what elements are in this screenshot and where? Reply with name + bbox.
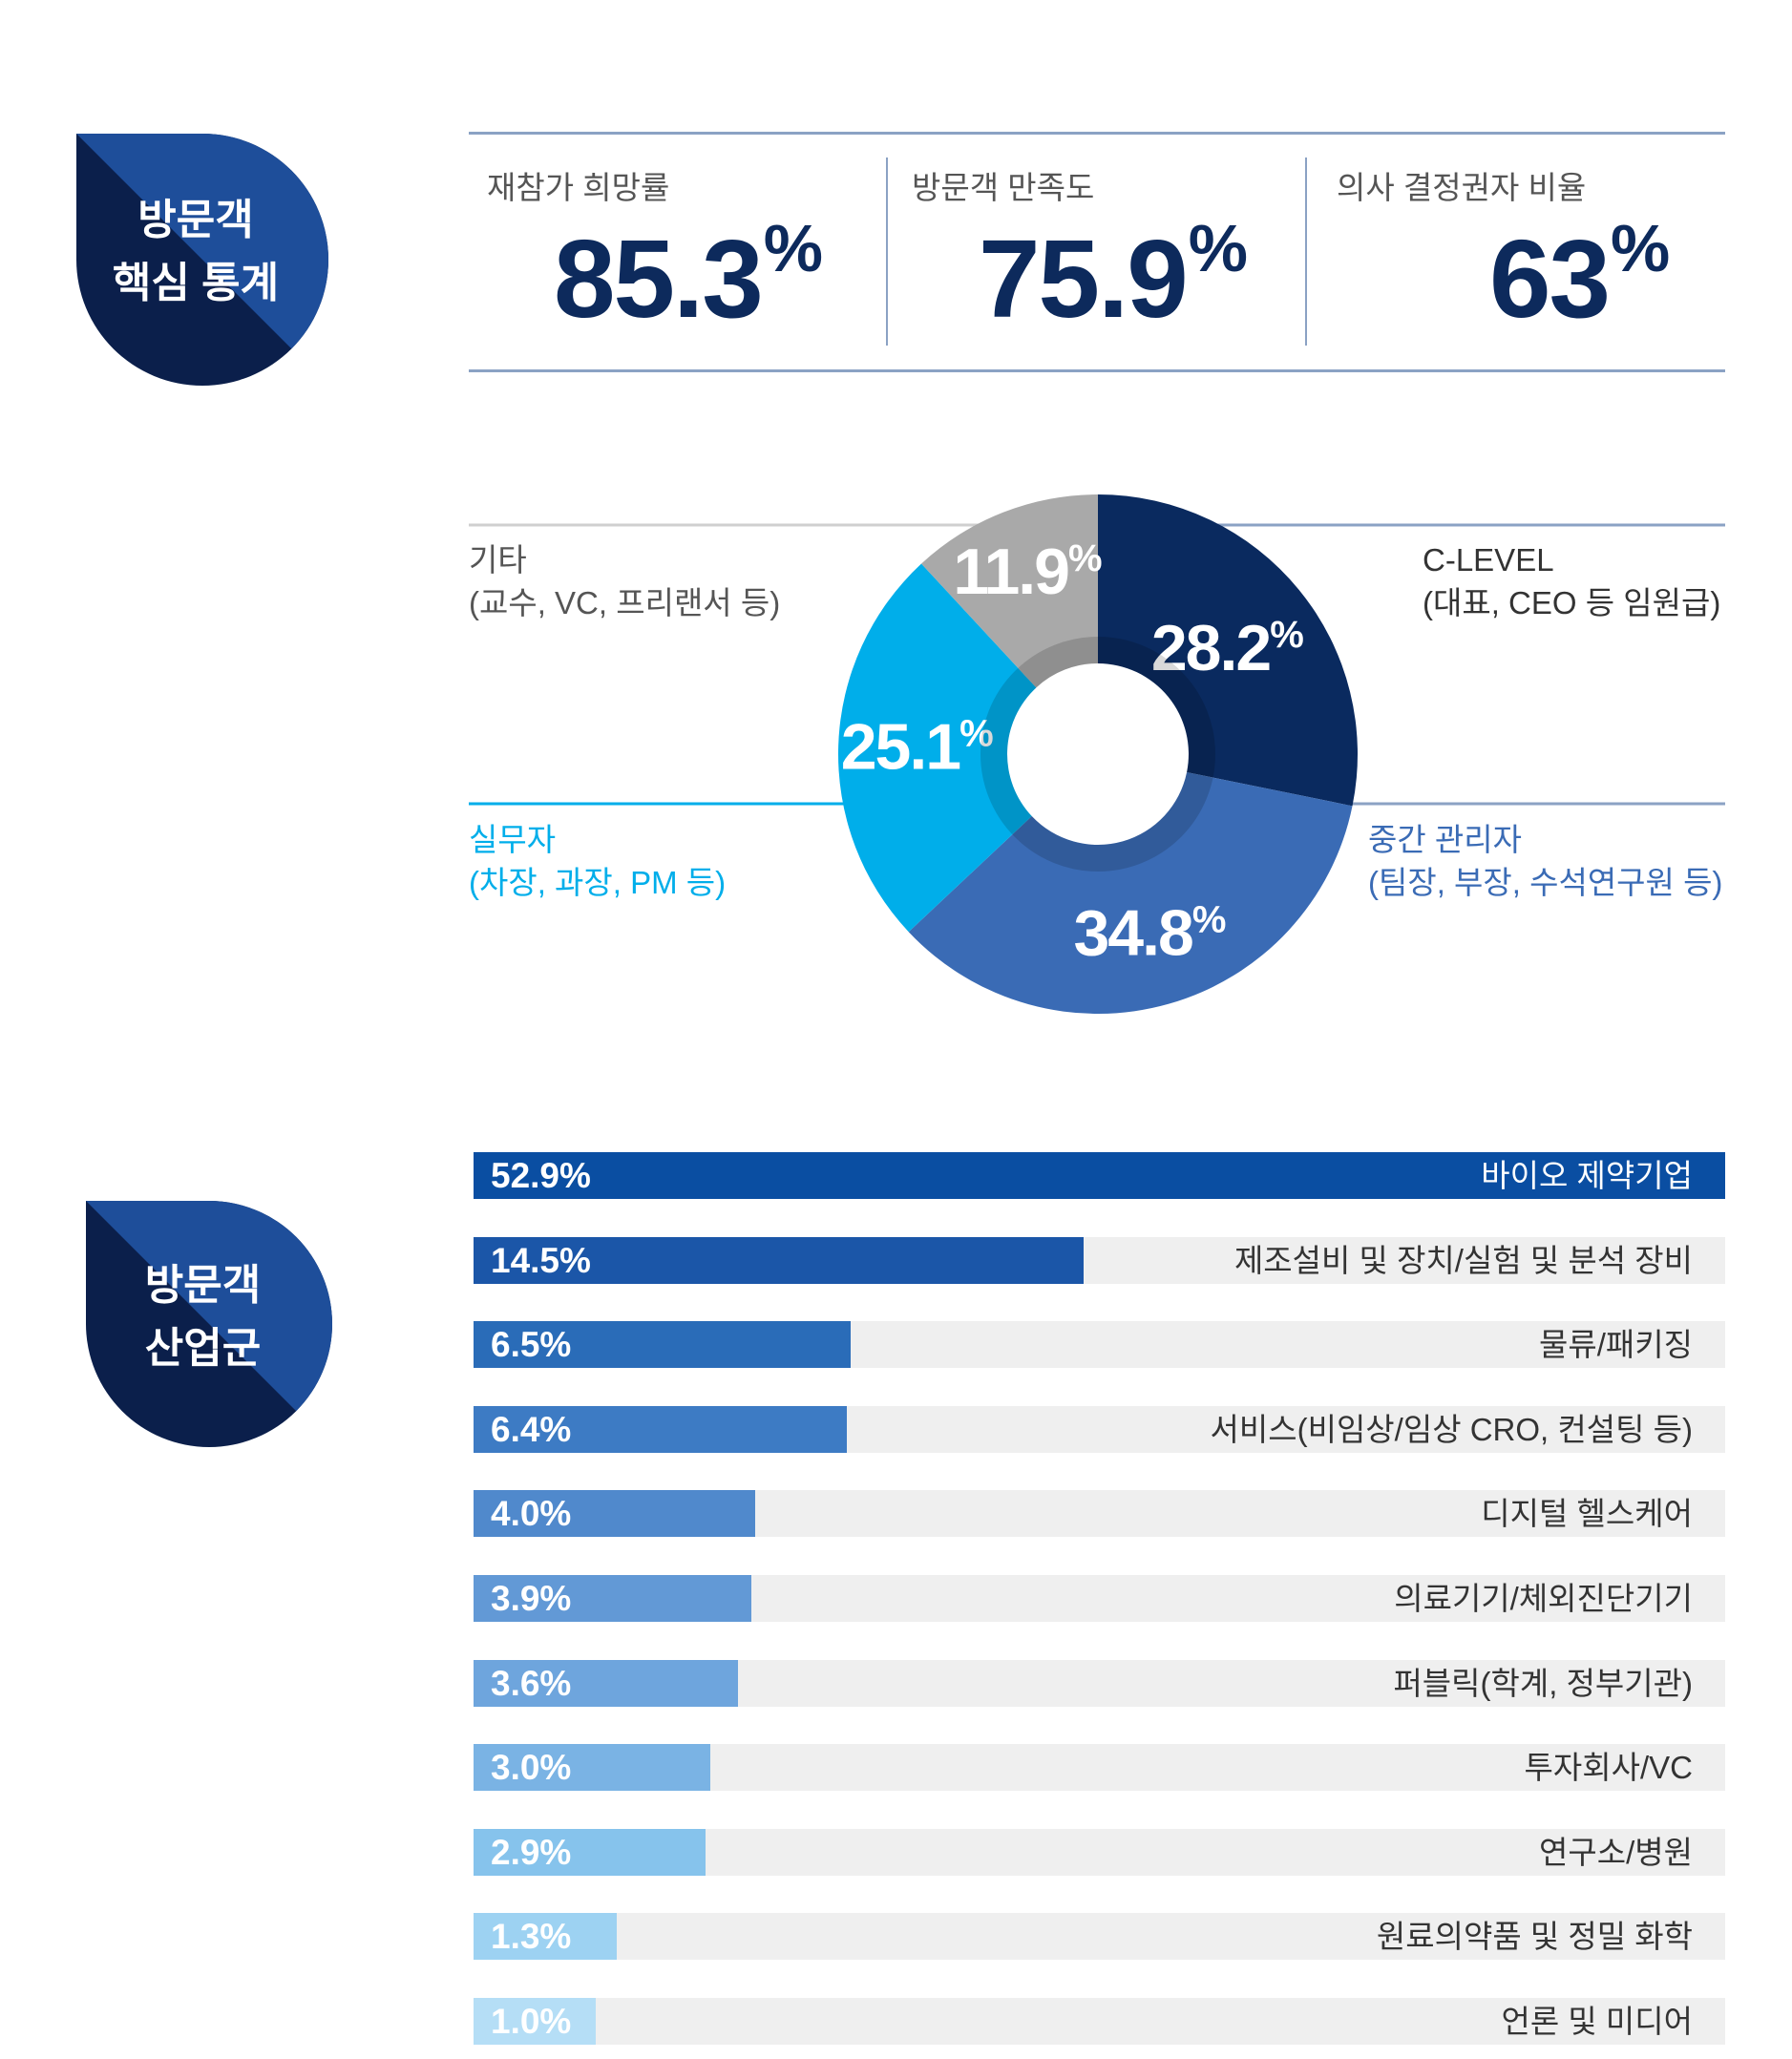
badge-drop-shape <box>76 134 328 386</box>
stat-value: 75.9% <box>979 210 1248 343</box>
bar-value-label: 6.4% <box>491 1409 572 1449</box>
bar-category-label: 투자회사/VC <box>1524 1750 1693 1786</box>
donut-chart: 28.2%34.8%25.1%11.9% <box>469 494 1725 1015</box>
donut-label-name: 기타 <box>469 542 527 578</box>
donut-inner-ring <box>980 637 1215 872</box>
donut-label-sub: (대표, CEO 등 임원급) <box>1423 584 1721 620</box>
stat-unit: % <box>1188 211 1248 285</box>
section-title-line2: 산업군 <box>144 1325 262 1372</box>
donut-slice <box>921 494 1098 688</box>
stats-divider <box>886 158 888 346</box>
bar <box>474 1321 851 1369</box>
donut-label-staff: 실무자 (차장, 과장, PM 등) <box>469 819 726 905</box>
donut-label-name: 중간 관리자 <box>1368 822 1522 857</box>
donut-slice <box>838 563 1037 933</box>
donut-slice <box>1098 494 1359 807</box>
section-title: 방문객 핵심 통계 <box>76 189 315 315</box>
donut-label-middle-manager: 중간 관리자 (팀장, 부장, 수석연구원 등) <box>1368 819 1722 905</box>
stat-unit: % <box>1611 211 1670 285</box>
stat-value: 63% <box>1489 210 1670 343</box>
stats-bottom-rule <box>469 369 1725 372</box>
donut-value-unit: % <box>1270 614 1303 656</box>
bar-row: 52.9% 바이오 제약기업 <box>474 1152 1725 1199</box>
bar <box>474 1659 739 1707</box>
section-title: 방문객 산업군 <box>86 1254 320 1380</box>
bar-value-label: 52.9% <box>491 1156 591 1195</box>
bar <box>474 1236 1085 1284</box>
bar-value-label: 3.0% <box>491 1748 572 1788</box>
bar-row: 3.6% 퍼블릭(학계, 정부기관) <box>474 1659 1725 1707</box>
donut-label-clevel: C-LEVEL (대표, CEO 등 임원급) <box>1423 539 1720 625</box>
stat-value: 85.3% <box>554 210 823 343</box>
section-title-line1: 방문객 <box>144 1262 262 1309</box>
bar-category-label: 언론 및 미디어 <box>1501 2004 1694 2039</box>
bar-row: 6.5% 물류/패키징 <box>474 1321 1725 1369</box>
bar-value-label: 1.3% <box>491 1917 572 1957</box>
bar-category-label: 제조설비 및 장치/실험 및 분석 장비 <box>1233 1242 1693 1278</box>
bar-value-label: 4.0% <box>491 1494 572 1534</box>
bar <box>474 1828 706 1876</box>
bar-value-label: 3.6% <box>491 1663 572 1703</box>
bar <box>474 1152 1725 1199</box>
bar <box>474 1913 618 1961</box>
stat-number: 75.9 <box>979 217 1189 341</box>
bar <box>474 1998 597 2045</box>
bar-row: 3.9% 의료기기/체외진단기기 <box>474 1575 1725 1622</box>
donut-value-unit: % <box>1192 898 1226 940</box>
donut-value-unit: % <box>1068 537 1102 579</box>
bar-row: 2.9% 연구소/병원 <box>474 1828 1725 1876</box>
stats-divider <box>1305 158 1307 346</box>
bar-row: 1.3% 원료의약품 및 정밀 화학 <box>474 1913 1725 1961</box>
bar <box>474 1405 848 1453</box>
donut-value-unit: % <box>959 712 993 754</box>
stat-label: 재참가 희망률 <box>487 170 670 205</box>
badge-drop-shape <box>86 1201 332 1447</box>
bar-value-label: 14.5% <box>491 1240 591 1280</box>
donut-label-other: 기타 (교수, VC, 프리랜서 등) <box>469 539 780 625</box>
bar-category-label: 바이오 제약기업 <box>1481 1158 1693 1193</box>
bar-category-label: 퍼블릭(학계, 정부기관) <box>1393 1665 1693 1701</box>
stat-number: 85.3 <box>554 217 764 341</box>
section-title-line1: 방문객 <box>137 197 254 243</box>
section-badge-key-stats: 방문객 핵심 통계 <box>76 134 329 387</box>
bar-category-label: 의료기기/체외진단기기 <box>1394 1581 1693 1616</box>
bar-category-label: 원료의약품 및 정밀 화학 <box>1376 1919 1693 1955</box>
bar-row: 3.0% 투자회사/VC <box>474 1744 1725 1792</box>
bar-category-label: 물류/패키징 <box>1539 1327 1693 1363</box>
donut-label-name: 실무자 <box>469 822 557 857</box>
bar-category-label: 연구소/병원 <box>1539 1834 1693 1870</box>
bar-row: 6.4% 서비스(비임상/임상 CRO, 컨설팅 등) <box>474 1405 1725 1453</box>
donut-label-name: C-LEVEL <box>1423 542 1554 578</box>
stat-unit: % <box>763 211 823 285</box>
bar-value-label: 3.9% <box>491 1579 572 1618</box>
bar-value-label: 1.0% <box>491 2002 572 2041</box>
section-badge-industries: 방문객 산업군 <box>86 1201 332 1447</box>
bar-value-label: 2.9% <box>491 1832 572 1872</box>
bar-category-label: 서비스(비임상/임상 CRO, 컨설팅 등) <box>1210 1411 1693 1447</box>
bar-value-label: 6.5% <box>491 1325 572 1365</box>
bar <box>474 1575 751 1622</box>
bar-row: 14.5% 제조설비 및 장치/실험 및 분석 장비 <box>474 1236 1725 1284</box>
stat-number: 63 <box>1489 217 1611 341</box>
stat-label: 방문객 만족도 <box>912 170 1095 205</box>
stat-label: 의사 결정권자 비율 <box>1337 170 1587 205</box>
donut-label-sub: (교수, VC, 프리랜서 등) <box>469 584 781 620</box>
donut-label-sub: (팀장, 부장, 수석연구원 등) <box>1368 864 1723 900</box>
bar <box>474 1490 756 1538</box>
bar-row: 1.0% 언론 및 미디어 <box>474 1998 1725 2045</box>
section-title-line2: 핵심 통계 <box>112 260 280 306</box>
donut-slice <box>908 771 1353 1015</box>
bar-category-label: 디지털 헬스케어 <box>1481 1496 1693 1532</box>
stats-top-rule <box>469 132 1725 135</box>
donut-label-sub: (차장, 과장, PM 등) <box>469 864 727 900</box>
bar-row: 4.0% 디지털 헬스케어 <box>474 1490 1725 1538</box>
bar <box>474 1744 711 1792</box>
